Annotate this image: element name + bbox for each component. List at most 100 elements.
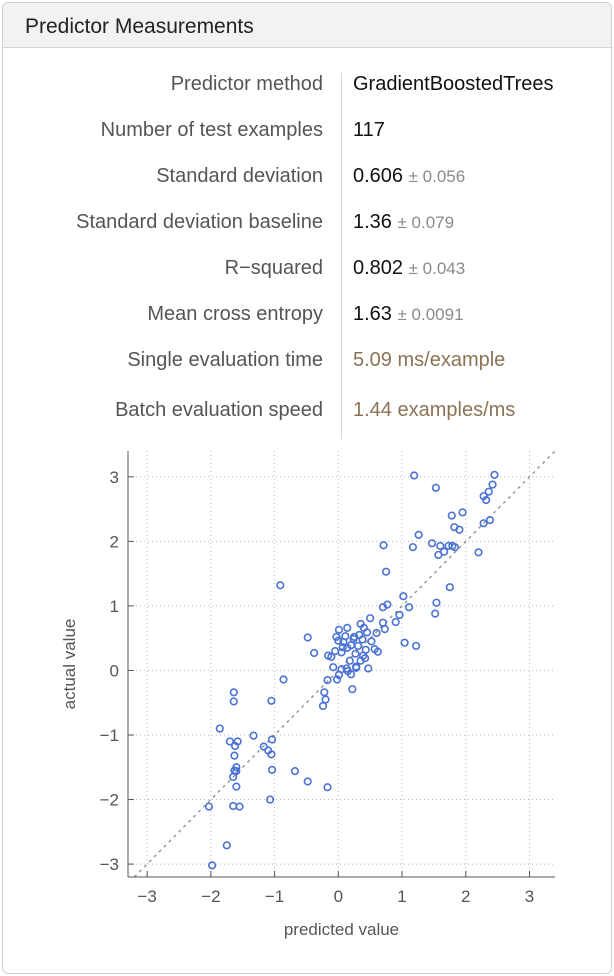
data-point (267, 735, 277, 744)
data-point (366, 614, 375, 623)
row-label: Predictor method (170, 73, 323, 95)
row-value: 5.09 ms/example (353, 349, 506, 371)
y-tick-label: −2 (100, 791, 119, 810)
row-value: 117 (353, 119, 385, 141)
data-point (379, 541, 388, 550)
data-point (380, 625, 389, 634)
data-point (411, 641, 421, 651)
x-tick-label: 3 (525, 887, 534, 906)
data-point (276, 581, 285, 590)
data-point (431, 609, 440, 618)
row-label: Single evaluation time (127, 349, 323, 371)
y-tick-label: 3 (110, 468, 119, 487)
data-point (279, 675, 288, 684)
data-point (332, 632, 341, 641)
data-point (408, 543, 417, 552)
data-point (447, 511, 456, 520)
data-point (334, 636, 343, 645)
data-point (400, 638, 409, 647)
y-tick-label: 1 (110, 597, 119, 616)
row-value: 1.44 examples/ms (353, 399, 516, 421)
row-value: 0.606 ± 0.056 (353, 165, 466, 187)
data-point (345, 656, 354, 665)
y-axis-label: actual value (60, 619, 79, 710)
column-divider (341, 73, 342, 439)
data-point (342, 664, 351, 673)
data-point (230, 751, 239, 760)
data-point (303, 633, 312, 642)
data-point (364, 664, 373, 673)
data-point (372, 628, 381, 638)
data-point (225, 737, 235, 746)
row-label: Standard deviation baseline (76, 211, 323, 233)
data-point (259, 742, 268, 751)
data-point (267, 765, 277, 774)
row-number-of-test-examples: Number of test examples 117 (3, 119, 611, 149)
data-point (445, 583, 454, 592)
data-point (309, 648, 319, 658)
data-point (266, 795, 275, 804)
row-value: 1.63 ± 0.0091 (353, 303, 464, 325)
data-point (346, 670, 356, 679)
row-value: GradientBoostedTrees (353, 73, 554, 95)
data-point (267, 750, 276, 759)
data-point (351, 649, 360, 658)
row-uncertainty: ± 0.043 (408, 259, 466, 278)
data-point (267, 696, 276, 705)
data-point (458, 508, 467, 517)
data-point (490, 470, 499, 479)
data-point (332, 675, 342, 684)
row-label: Mean cross entropy (147, 303, 323, 325)
data-point (450, 543, 460, 552)
data-point (318, 701, 328, 711)
data-point (488, 480, 497, 489)
data-point (229, 801, 238, 811)
data-point (232, 782, 241, 791)
row-r-squared: R−squared 0.802 ± 0.043 (3, 257, 611, 287)
row-single-evaluation-time: Single evaluation time 5.09 ms/example (3, 349, 611, 379)
data-point (440, 547, 449, 556)
data-point (338, 643, 347, 652)
data-point (370, 645, 379, 654)
data-point (359, 623, 368, 632)
data-point (427, 539, 437, 548)
row-value: 1.36 ± 0.079 (353, 211, 455, 233)
row-uncertainty: ± 0.079 (397, 213, 455, 232)
data-point (352, 663, 361, 672)
y-tick-label: −3 (100, 855, 119, 874)
data-point (361, 645, 370, 654)
data-point (320, 688, 329, 697)
data-point (204, 802, 214, 811)
data-point (479, 492, 488, 501)
data-point (399, 592, 408, 601)
data-point (455, 525, 464, 534)
data-point (327, 652, 336, 661)
x-tick-label: 0 (334, 887, 343, 906)
data-point (432, 598, 441, 607)
x-tick-label: −2 (201, 887, 220, 906)
row-mean-cross-entropy: Mean cross entropy 1.63 ± 0.0091 (3, 303, 611, 333)
data-point (485, 515, 495, 525)
data-point (479, 519, 488, 528)
data-point (404, 603, 414, 612)
data-point (343, 623, 352, 632)
data-point (383, 600, 392, 609)
data-point (353, 641, 363, 651)
data-point (331, 646, 340, 656)
data-point (222, 841, 231, 850)
data-point (334, 625, 344, 634)
row-label: Batch evaluation speed (115, 399, 323, 421)
row-batch-evaluation-speed: Batch evaluation speed 1.44 examples/ms (3, 399, 611, 429)
x-tick-label: 1 (397, 887, 406, 906)
data-point (360, 654, 370, 663)
diagonal-reference-line (133, 450, 556, 878)
data-point (208, 861, 217, 870)
data-point (339, 637, 348, 647)
data-point (474, 548, 483, 557)
data-point (348, 685, 357, 694)
data-point (391, 617, 400, 627)
data-point (230, 741, 240, 751)
row-uncertainty: ± 0.0091 (397, 305, 464, 324)
y-tick-label: 2 (110, 532, 119, 551)
